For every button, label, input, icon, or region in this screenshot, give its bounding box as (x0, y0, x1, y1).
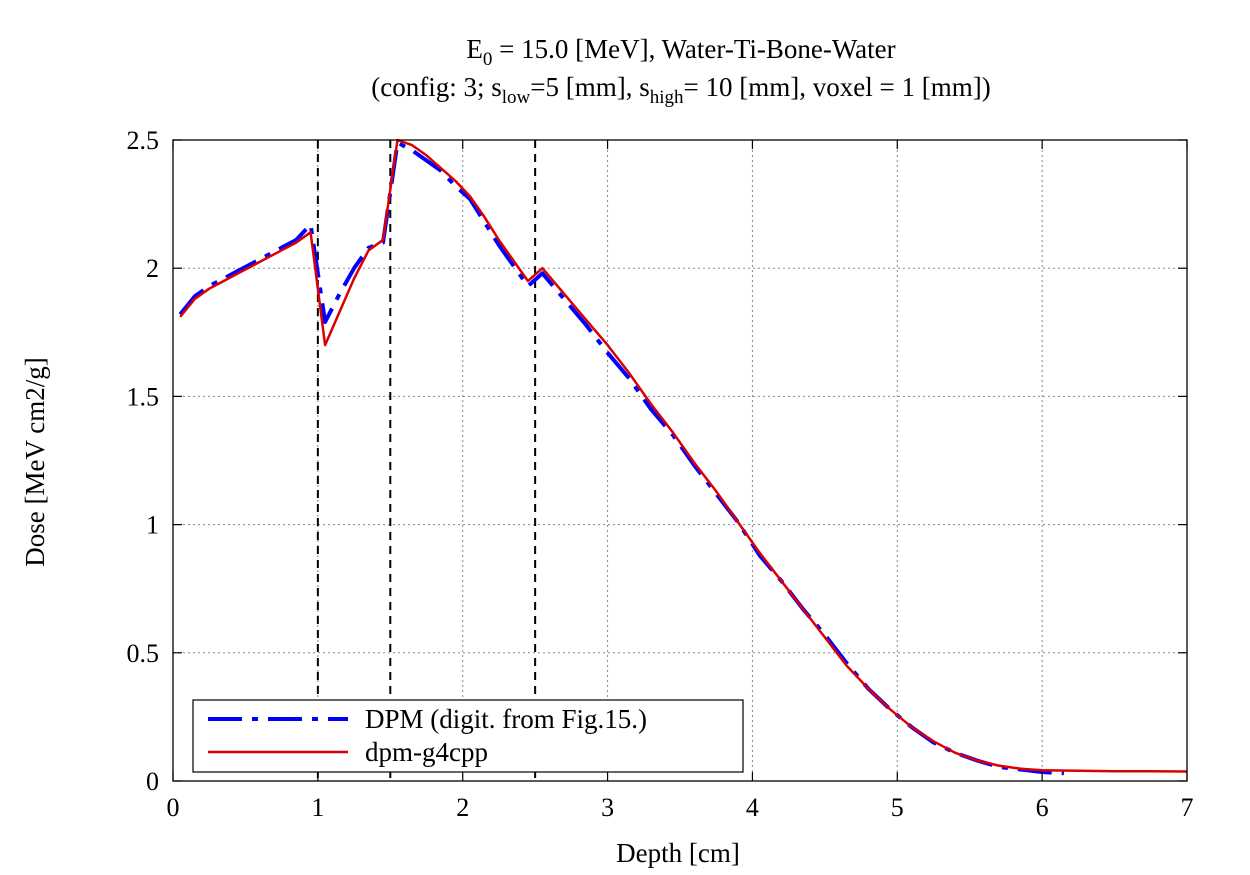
y-tick-label: 1.5 (127, 382, 160, 411)
chart-title-line2: (config: 3; slow=5 [mm], shigh= 10 [mm],… (371, 72, 990, 108)
y-tick-label: 1 (146, 511, 159, 540)
x-tick-label: 5 (891, 793, 904, 822)
y-axis-title: Dose [MeV cm2/g] (20, 357, 50, 566)
x-tick-label: 2 (456, 793, 469, 822)
plot-series (178, 138, 1188, 776)
x-tick-label: 0 (167, 793, 180, 822)
x-tick-label: 4 (746, 793, 759, 822)
legend: DPM (digit. from Fig.15.) dpm-g4cpp (192, 699, 744, 773)
grid (173, 140, 1187, 781)
axis-ticks: 0 1 2 3 4 5 6 7 0 0.5 1 1.5 2 2.5 (127, 126, 1194, 822)
x-tick-label: 7 (1181, 793, 1194, 822)
x-tick-label: 1 (311, 793, 324, 822)
y-tick-label: 0 (146, 767, 159, 796)
y-tick-label: 0.5 (127, 639, 160, 668)
y-tick-label: 2.5 (127, 126, 160, 155)
series-line-dpm-g4cpp (179, 138, 1188, 773)
series-line-dpm (178, 140, 1065, 776)
x-tick-label: 6 (1036, 793, 1049, 822)
x-axis-title: Depth [cm] (616, 838, 740, 868)
legend-label-g4cpp: dpm-g4cpp (365, 737, 488, 767)
legend-box (192, 699, 744, 773)
legend-label-dpm: DPM (digit. from Fig.15.) (365, 704, 647, 734)
y-tick-label: 2 (146, 254, 159, 283)
material-boundary-lines (316, 140, 537, 781)
chart-title-line1: E0 = 15.0 [MeV], Water-Ti-Bone-Water (466, 34, 895, 70)
plot-frame (172, 139, 1188, 782)
x-tick-label: 3 (601, 793, 614, 822)
